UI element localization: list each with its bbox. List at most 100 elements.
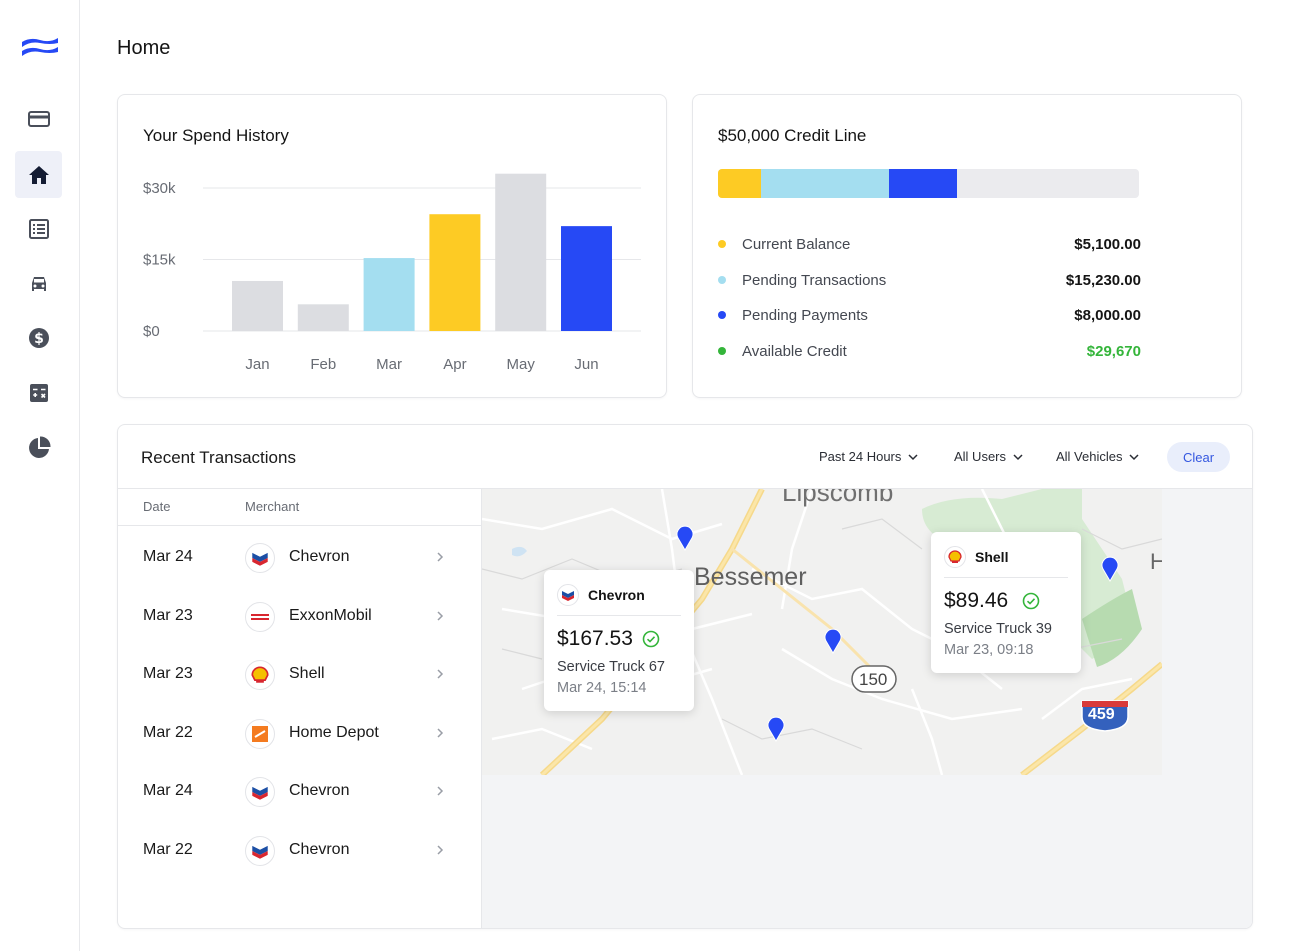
credit-legend-row: Available Credit $29,670 (718, 340, 1141, 362)
transaction-date: Mar 24 (143, 782, 193, 799)
bar-feb[interactable] (297, 304, 349, 331)
credit-legend-row: Current Balance $5,100.00 (718, 233, 1141, 255)
vehicles-filter-label: All Vehicles (1056, 449, 1123, 464)
transaction-row[interactable]: Mar 22 Chevron (118, 822, 482, 880)
list-divider (118, 525, 482, 526)
transaction-merchant: Home Depot (289, 723, 379, 741)
chevron-right-icon (437, 844, 444, 855)
list-icon (28, 218, 49, 239)
transaction-row[interactable]: Mar 22 Home Depot (118, 705, 482, 763)
transaction-date: Mar 23 (143, 665, 193, 682)
x-tick-label: Mar (376, 356, 402, 373)
map-panel[interactable]: Lipscomb Bessemer 150 459 H Chevron $167… (482, 489, 1252, 928)
map-label-edge: H (1150, 549, 1162, 575)
chevron-right-icon (437, 786, 444, 796)
bar-may[interactable] (495, 173, 547, 331)
car-icon (31, 276, 46, 291)
credit-segment-0 (718, 169, 761, 198)
check-circle-icon (642, 630, 660, 648)
legend-value: $5,100.00 (1074, 235, 1141, 253)
transaction-merchant: ExxonMobil (289, 606, 372, 624)
legend-label: Pending Transactions (742, 271, 887, 289)
popup-vehicle: Service Truck 39 (944, 621, 1052, 637)
popup-divider (557, 615, 681, 616)
nav-vehicles[interactable] (15, 260, 62, 307)
route-150-label: 150 (859, 670, 888, 689)
transaction-merchant: Chevron (289, 782, 350, 799)
bar-jun[interactable] (561, 226, 612, 331)
nav-payments[interactable]: $ (15, 314, 62, 361)
bar-apr[interactable] (429, 214, 481, 331)
chevron-logo-icon (245, 835, 275, 866)
vehicles-filter-dropdown[interactable]: All Vehicles (1056, 449, 1140, 464)
pie-chart-icon (28, 435, 51, 458)
popup-time: Mar 23, 09:18 (944, 642, 1034, 658)
legend-dot (718, 276, 726, 284)
dollar-icon: $ (28, 327, 49, 348)
chevron-right-icon (437, 552, 444, 562)
chevron-down-icon (1129, 453, 1140, 460)
legend-dot (718, 240, 726, 248)
transaction-merchant: Chevron (289, 840, 350, 858)
transaction-date: Mar 22 (143, 840, 193, 858)
time-filter-dropdown[interactable]: Past 24 Hours (819, 449, 919, 464)
clear-filters-button[interactable]: Clear (1167, 442, 1230, 472)
logo-icon[interactable] (20, 34, 60, 60)
map-pin-icon[interactable] (767, 716, 785, 742)
nav-reports[interactable] (15, 424, 62, 471)
recent-transactions-card: Recent Transactions Past 24 Hours All Us… (117, 424, 1253, 929)
exxon-logo-icon (245, 601, 275, 632)
transaction-row[interactable]: Mar 23 Shell (118, 646, 482, 704)
credit-segment-2 (889, 169, 957, 198)
spend-history-card: Your Spend History $0 $15k $30k Jan Feb Mar Ap… (117, 94, 667, 398)
transaction-row[interactable]: Mar 24 Chevron (118, 763, 482, 821)
calculator-icon (29, 383, 48, 402)
legend-label: Pending Payments (742, 306, 868, 324)
popup-merchant: Shell (975, 549, 1009, 565)
nav-home[interactable] (15, 151, 62, 198)
y-tick-label: $0 (143, 323, 160, 340)
popup-amount: $89.46 (944, 589, 1009, 612)
chevron-logo-icon (557, 584, 579, 606)
nav-cards[interactable] (15, 95, 62, 142)
popup-merchant: Chevron (588, 587, 645, 603)
chevron-logo-icon (245, 543, 275, 573)
chevron-right-icon (437, 727, 444, 738)
page-title: Home (117, 37, 171, 59)
svg-text:$: $ (34, 331, 44, 347)
transaction-row[interactable]: Mar 23 ExxonMobil (118, 588, 482, 646)
transaction-row[interactable]: Mar 24 Chevron (118, 529, 482, 587)
legend-value: $15,230.00 (1065, 271, 1141, 289)
bar-mar[interactable] (363, 258, 415, 331)
legend-value: $8,000.00 (1074, 306, 1141, 324)
spend-chart: $0 $15k $30k Jan Feb Mar Apr May Jun (143, 173, 641, 373)
users-filter-dropdown[interactable]: All Users (954, 449, 1024, 464)
credit-line-title: $50,000 Credit Line (718, 126, 867, 145)
map-pin-icon[interactable] (1101, 556, 1119, 582)
credit-legend-row: Pending Transactions $15,230.00 (718, 269, 1141, 291)
map-pin-icon[interactable] (824, 628, 842, 654)
chevron-right-icon (437, 669, 444, 679)
y-tick-label: $30k (143, 180, 176, 197)
map-popup-shell[interactable]: Shell $89.46 Service Truck 39 Mar 23, 09… (931, 532, 1081, 673)
popup-vehicle: Service Truck 67 (557, 659, 665, 675)
check-circle-icon (1022, 592, 1040, 610)
bar-jan[interactable] (232, 280, 283, 331)
popup-amount: $167.53 (557, 627, 633, 650)
transaction-merchant: Shell (289, 665, 325, 682)
map-popup-chevron[interactable]: Chevron $167.53 Service Truck 67 Mar 24,… (544, 570, 694, 711)
nav-calculator[interactable] (15, 369, 62, 416)
map-pin-icon[interactable] (676, 525, 694, 551)
users-filter-label: All Users (954, 449, 1007, 464)
chevron-logo-icon (245, 777, 275, 807)
y-tick-label: $15k (143, 252, 176, 269)
spend-history-title: Your Spend History (143, 126, 289, 145)
transactions-title: Recent Transactions (141, 448, 296, 467)
chevron-right-icon (437, 610, 444, 621)
date-column-header: Date (143, 499, 171, 514)
popup-time: Mar 24, 15:14 (557, 680, 647, 696)
legend-label: Current Balance (742, 235, 851, 253)
nav-transactions[interactable] (15, 205, 62, 252)
shell-logo-icon (944, 546, 966, 568)
x-tick-label: Apr (443, 356, 466, 373)
